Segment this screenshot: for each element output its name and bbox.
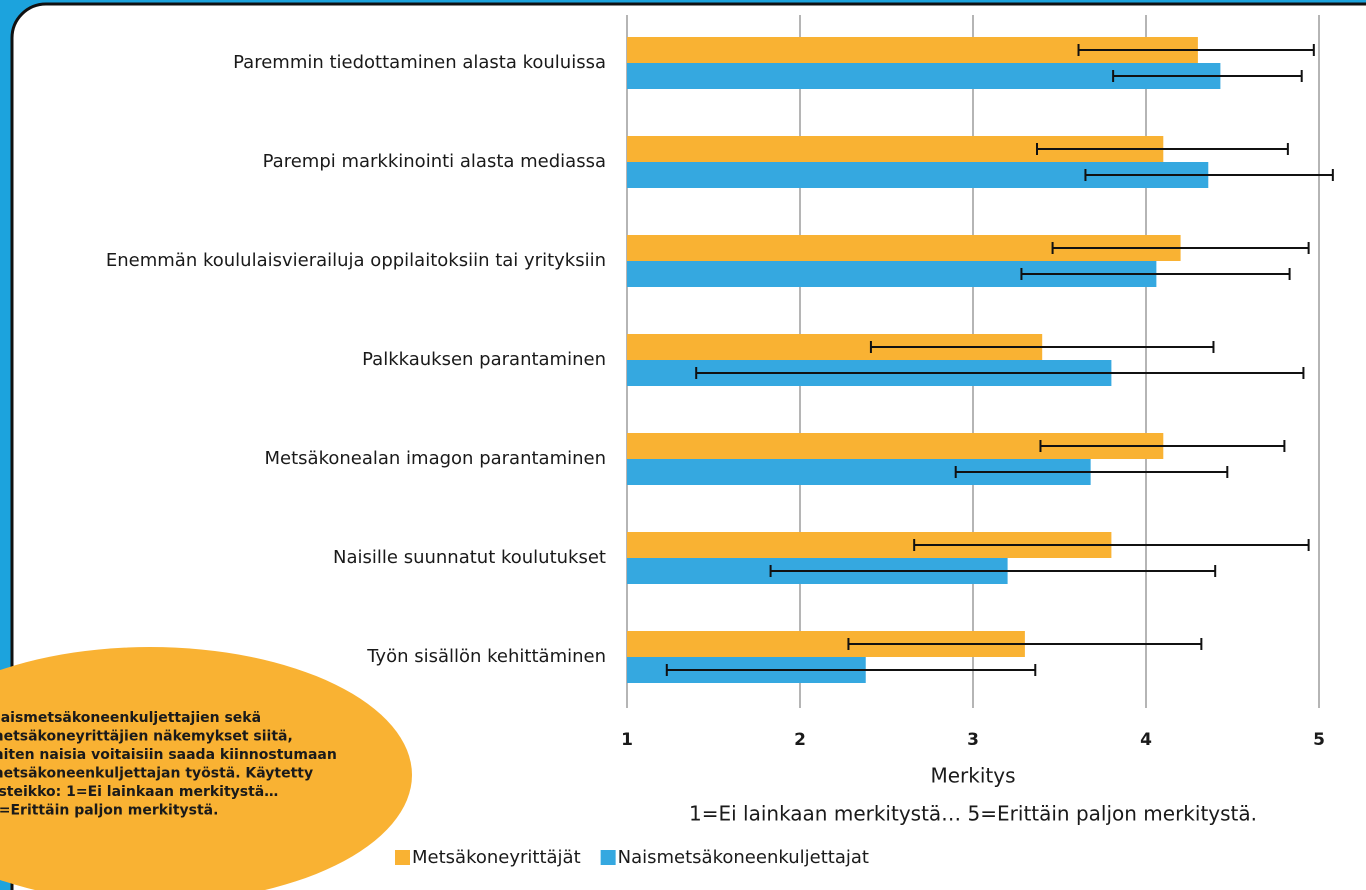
y-tick-label: Työn sisällön kehittäminen xyxy=(366,646,606,667)
legend-label: Naismetsäkoneenkuljettajat xyxy=(618,847,869,868)
note-line: metsäkoneenkuljettajan työstä. Käytetty xyxy=(0,766,313,782)
legend-label: Metsäkoneyrittäjät xyxy=(412,847,581,868)
error-bar xyxy=(1039,440,1286,452)
y-tick-label: Palkkauksen parantaminen xyxy=(362,349,606,370)
error-bar xyxy=(1036,143,1289,155)
error-bar xyxy=(913,539,1310,551)
x-tick-label: 4 xyxy=(1140,730,1152,750)
error-bar xyxy=(847,638,1203,650)
error-bar xyxy=(1020,268,1291,280)
x-tick-label: 3 xyxy=(967,730,979,750)
x-axis-title: Merkitys xyxy=(930,764,1015,788)
note: Naismetsäkoneenkuljettajien sekä metsäkon… xyxy=(0,710,337,819)
note-line: Naismetsäkoneenkuljettajien sekä xyxy=(0,710,261,726)
note-line: metsäkoneyrittäjien näkemykset siitä, xyxy=(0,729,293,745)
y-tick-label: Metsäkonealan imagon parantaminen xyxy=(265,448,606,469)
error-bar xyxy=(1084,169,1334,181)
legend-swatch xyxy=(395,850,410,865)
x-tick-label: 1 xyxy=(621,730,633,750)
y-tick-label: Enemmän koululaisvierailuja oppilaitoksi… xyxy=(106,250,606,271)
y-tick-label: Parempi markkinointi alasta mediassa xyxy=(263,151,606,172)
error-bar xyxy=(869,341,1215,353)
error-bar xyxy=(954,466,1229,478)
error-bar xyxy=(1112,70,1303,82)
error-bar xyxy=(1051,242,1310,254)
legend-swatch xyxy=(600,850,616,865)
error-bar xyxy=(665,664,1037,676)
note-line: miten naisia voitaisiin saada kiinnostum… xyxy=(0,747,337,763)
y-tick-label: Paremmin tiedottaminen alasta kouluissa xyxy=(233,52,606,73)
plot: 1 2 3 4 5 Paremmin tiedottaminen alasta koulu… xyxy=(106,15,1334,868)
x-tick-label: 5 xyxy=(1313,730,1325,750)
error-bar xyxy=(1077,44,1315,56)
note-line: asteikko: 1=Ei lainkaan merkitystä… xyxy=(0,784,278,800)
note-line: 5=Erittäin paljon merkitystä. xyxy=(0,803,218,819)
note-bubble xyxy=(0,647,412,890)
error-bar xyxy=(769,565,1217,577)
y-tick-label: Naisille suunnatut koulutukset xyxy=(333,547,606,568)
error-bar xyxy=(695,367,1305,379)
x-axis-subtitle: 1=Ei lainkaan merkitystä… 5=Erittäin pal… xyxy=(689,802,1257,826)
x-tick-label: 2 xyxy=(794,730,806,750)
